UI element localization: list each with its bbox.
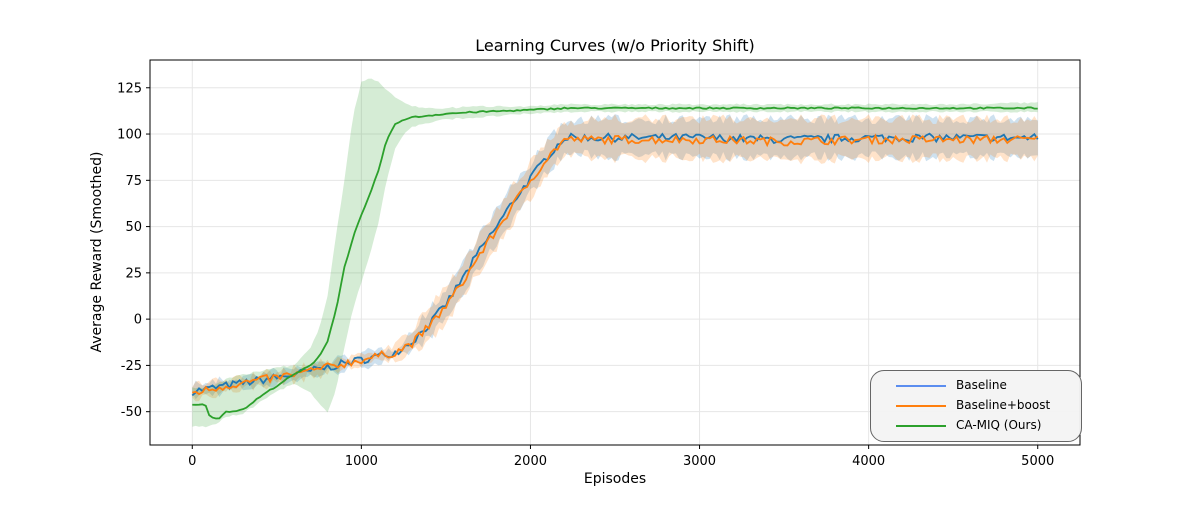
x-tick-label: 0: [188, 454, 196, 469]
legend-label-ca-miq: CA-MIQ (Ours): [956, 418, 1042, 432]
legend-swatch-ca-miq: [896, 425, 946, 427]
band-baseline: [192, 114, 1038, 400]
legend-label-baseline-boost: Baseline+boost: [956, 398, 1051, 412]
y-tick-label: 0: [134, 313, 142, 328]
legend-item-baseline: Baseline: [871, 376, 1081, 396]
y-axis-label: Average Reward (Smoothed): [89, 151, 105, 353]
legend-item-ca-miq: CA-MIQ (Ours): [871, 416, 1081, 436]
y-tick-label: -50: [121, 405, 142, 420]
band-ca-miq: [192, 78, 1038, 428]
y-tick-label: 125: [117, 81, 142, 96]
x-tick-label: 5000: [1021, 454, 1054, 469]
chart-title: Learning Curves (w/o Priority Shift): [475, 36, 755, 55]
y-tick-label: 100: [117, 128, 142, 143]
band-layer: [192, 78, 1038, 428]
plot-frame: [149, 59, 1081, 446]
x-tick-label: 2000: [514, 454, 547, 469]
x-tick-label: 1000: [345, 454, 378, 469]
band-baseline-boost: [192, 114, 1038, 402]
grid-layer: [150, 60, 1080, 445]
y-tick-label: -25: [121, 359, 142, 374]
x-tick-label: 3000: [683, 454, 716, 469]
legend-item-baseline-boost: Baseline+boost: [871, 396, 1081, 416]
y-tick-label: 75: [125, 174, 142, 189]
series-line-baseline-boost: [192, 133, 1039, 396]
y-tick-label: 50: [125, 220, 142, 235]
legend-swatch-baseline-boost: [896, 405, 946, 407]
legend-swatch-baseline: [896, 385, 946, 387]
tick-layer: 0 1000 2000 3000 4000 5000 -50 -25 0 25 50 75 100 125: [117, 81, 1054, 469]
x-tick-label: 4000: [852, 454, 885, 469]
legend: Baseline Baseline+boost CA-MIQ (Ours): [870, 370, 1082, 442]
series-line-ca-miq: [192, 106, 1038, 420]
line-layer: [191, 106, 1039, 420]
x-axis-label: Episodes: [583, 471, 647, 487]
y-tick-label: 25: [125, 266, 142, 281]
legend-label-baseline: Baseline: [956, 378, 1007, 392]
